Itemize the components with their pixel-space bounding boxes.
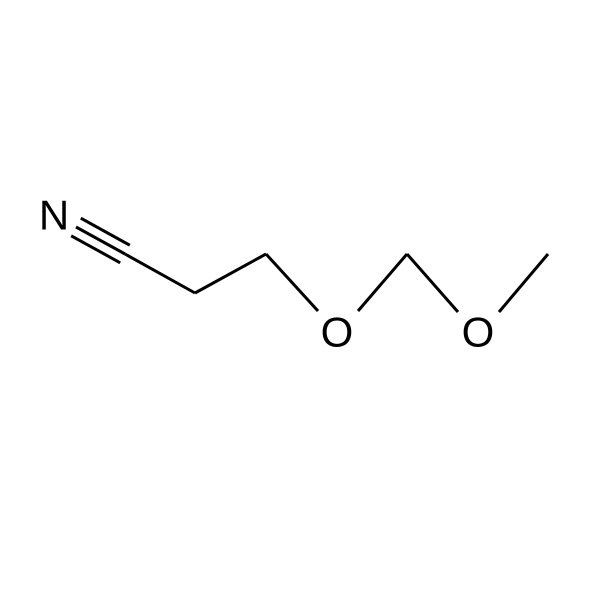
atom-label-N: N [39,192,69,239]
bond [195,254,266,293]
bond [266,254,318,311]
bond [81,218,130,245]
molecule-diagram: N O O [0,0,600,600]
bond [76,227,125,254]
atom-label-O2: O [462,309,495,356]
atom-label-O1: O [321,309,354,356]
bond [407,254,458,312]
bond [125,254,195,293]
bond [358,254,407,311]
bond [499,254,548,312]
bond [71,236,120,263]
